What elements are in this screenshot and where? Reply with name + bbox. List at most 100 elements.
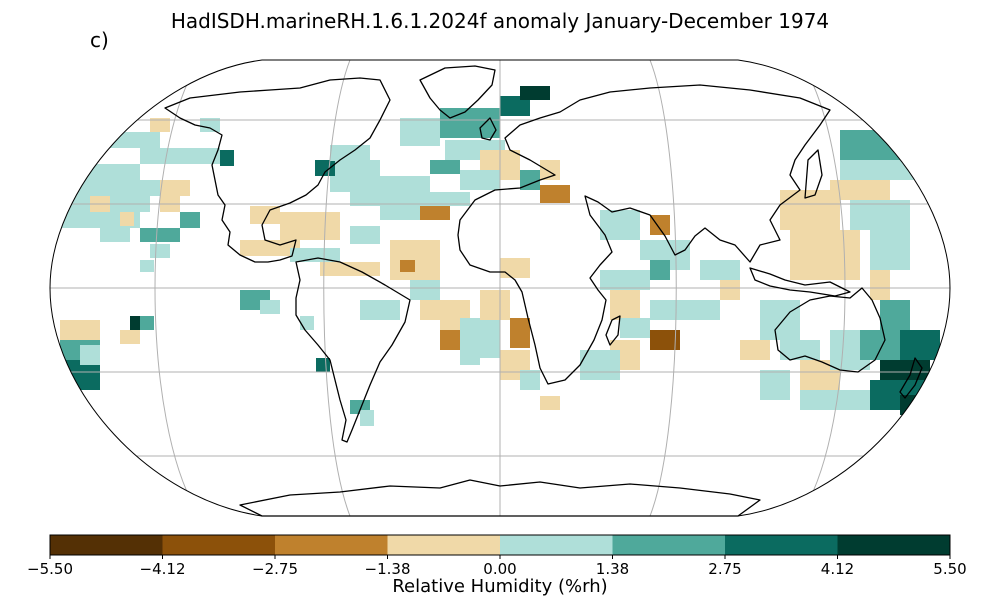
panel-label: c) [90, 28, 109, 52]
colorbar-swatch [50, 535, 163, 555]
grid-cell [60, 180, 180, 196]
world-map [49, 59, 951, 517]
coastlines [164, 65, 923, 517]
colorbar-swatch [387, 535, 501, 555]
colorbar-tick-label: 4.12 [821, 560, 854, 578]
grid-cell [60, 320, 100, 340]
indonesia-outline [749, 267, 851, 297]
grid-cell [720, 280, 740, 300]
new-zealand-outline [899, 357, 923, 399]
grid-cell [420, 300, 440, 320]
grid-cell [790, 230, 860, 280]
grid-cell [140, 148, 220, 164]
colorbar-swatch [837, 535, 951, 555]
uk-outline [479, 117, 497, 141]
grid-cell [440, 330, 460, 350]
grid-cell [760, 300, 800, 340]
grid-cell [610, 290, 640, 320]
grid-cell [520, 86, 550, 100]
grid-cell [160, 180, 190, 196]
grid-cell [700, 260, 740, 280]
grid-cell [540, 396, 560, 410]
grid-cell [580, 350, 620, 380]
grid-cell [120, 330, 140, 344]
grid-cell [280, 212, 340, 240]
colorbar-swatch [725, 535, 838, 555]
grid-cell [510, 318, 530, 348]
grid-cell [780, 340, 820, 360]
grid-cell [650, 260, 670, 280]
grid-cell [220, 150, 234, 166]
colorbar-swatch [500, 535, 613, 555]
grid-cell [140, 228, 180, 242]
greenland-outline [419, 65, 496, 119]
grid-cell [420, 206, 450, 220]
grid-cell [830, 180, 890, 200]
colorbar-swatch [162, 535, 276, 555]
grid-cell [650, 330, 680, 350]
colorbar-tick-label: 0.00 [483, 560, 516, 578]
colorbar-tick-label: 5.50 [933, 560, 966, 578]
graticule [50, 60, 950, 516]
colorbar-title: Relative Humidity (%rh) [392, 576, 608, 597]
colorbar-tick-label: 1.38 [596, 560, 629, 578]
grid-cell [440, 108, 500, 138]
grid-cell [430, 160, 460, 174]
graticule-meridian [323, 60, 351, 516]
grid-cell [900, 330, 940, 360]
grid-cell [410, 280, 440, 300]
grid-cell [150, 244, 170, 258]
grid-cell [200, 118, 220, 132]
grid-cell [100, 228, 130, 242]
grid-cell [600, 210, 640, 240]
grid-cell [360, 300, 400, 320]
grid-cell [500, 96, 530, 116]
grid-cell [400, 118, 440, 146]
colorbar-tick-label: −4.12 [140, 560, 186, 578]
africa-europe-asia-outline [457, 84, 831, 385]
australia-outline [774, 287, 886, 373]
map-title: HadISDH.marineRH.1.6.1.2024f anomaly Jan… [170, 9, 830, 33]
grid-cell [140, 260, 154, 272]
grid-cell [80, 345, 100, 365]
grid-cell [360, 410, 374, 426]
colorbar-swatches [50, 535, 951, 555]
grid-cell [350, 192, 470, 206]
grid-cell [320, 262, 380, 276]
graticule-meridian [649, 60, 677, 516]
madagascar-outline [605, 315, 621, 346]
grid-cell [760, 370, 790, 400]
grid-cell [350, 226, 380, 244]
antarctica-outline [239, 479, 761, 517]
grid-cell [400, 260, 415, 272]
japan-outline [804, 149, 823, 199]
grid-cell [520, 170, 540, 190]
grid-cell [860, 330, 900, 360]
grid-cell [120, 212, 134, 226]
colorbar-tick-label: −1.38 [365, 560, 411, 578]
globe-border [49, 59, 951, 517]
grid-cell [600, 270, 650, 290]
grid-cell [870, 230, 910, 270]
grid-cell [180, 212, 200, 228]
grid-cell [80, 164, 140, 180]
grid-cell [290, 248, 340, 262]
grid-cell [880, 300, 910, 330]
colorbar-tick-label: 2.75 [708, 560, 741, 578]
grid-cell [850, 200, 910, 230]
colorbar-swatch [612, 535, 726, 555]
grid-cell [380, 206, 420, 220]
grid-cell [260, 300, 280, 314]
north-america-outline [164, 77, 391, 263]
grid-cell [840, 160, 920, 180]
grid-cell [460, 345, 480, 365]
grid-cell [800, 390, 870, 410]
colorbar-ticks: −5.50 −4.12 −2.75 −1.38 0.00 1.38 2.75 4.12 5.50 [27, 555, 967, 578]
grid-cell [330, 176, 430, 192]
colorbar-swatch [275, 535, 388, 555]
grid-cell [520, 370, 540, 390]
colorbar-tick-label: −5.50 [27, 560, 73, 578]
grid-cell [500, 258, 530, 278]
grid-cell [640, 240, 660, 260]
